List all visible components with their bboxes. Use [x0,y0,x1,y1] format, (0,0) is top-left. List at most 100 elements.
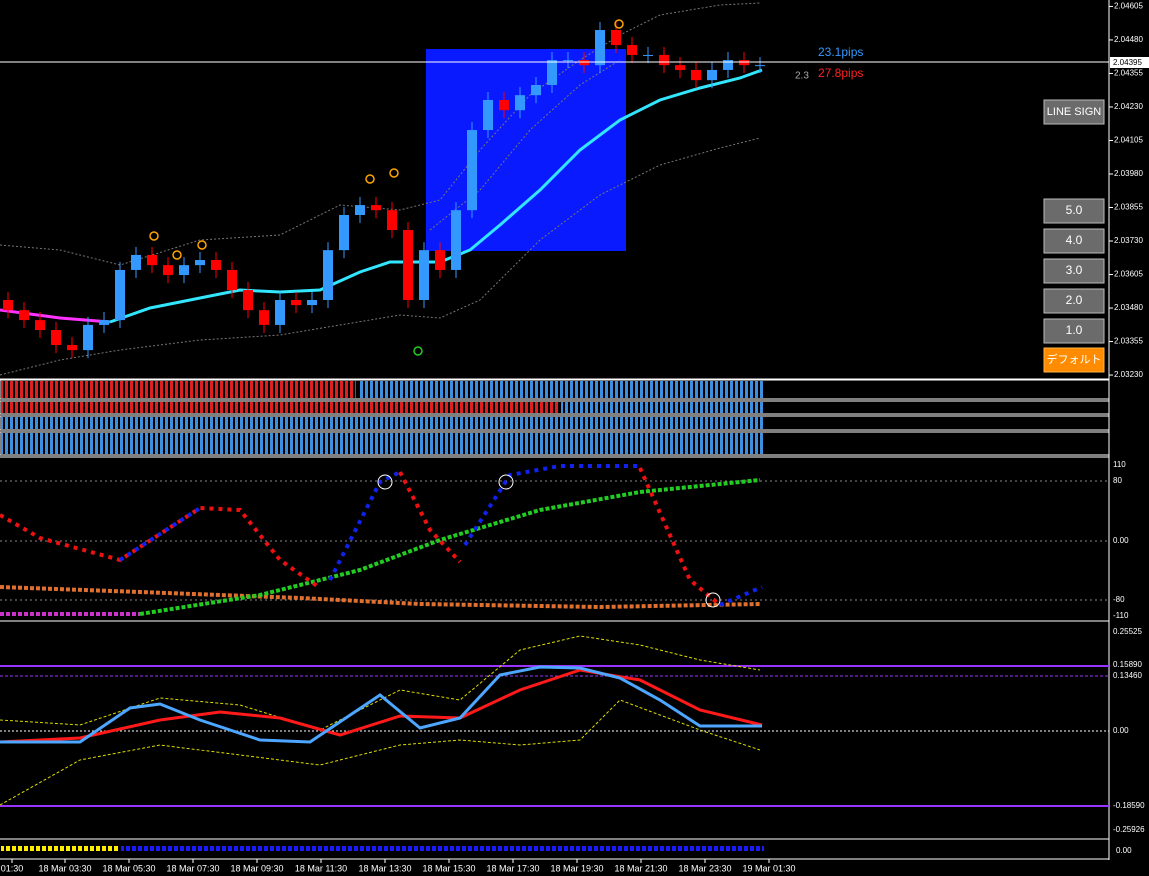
x-tick-label: 18 Mar 09:30 [230,863,283,873]
osc-line [139,478,761,616]
candle-body [691,69,701,81]
x-tick-label: 18 Mar 17:30 [486,863,539,873]
y-tick-label: 2.04105 [1114,136,1143,145]
pips-label: 27.8pips [818,66,863,80]
button-label[interactable]: 2.0 [1066,293,1083,307]
signal-bar [1,381,356,398]
y-tick-label: 2.03980 [1114,169,1143,178]
indicator-axis-label: 0.00 [1113,536,1129,545]
button-label[interactable]: 4.0 [1066,233,1083,247]
candle-body [675,65,685,70]
indicator-axis-label: -80 [1113,595,1125,604]
candle-body [195,260,205,266]
candle-body [611,30,621,46]
signal-bar [1,417,764,429]
y-tick-label: 2.03355 [1114,337,1143,346]
button-label[interactable]: LINE SIGN [1047,106,1101,118]
current-price: 2.04395 [1113,58,1142,67]
x-tick-label: 18 Mar 13:30 [358,863,411,873]
mid-band [429,59,621,231]
button-group: LINE SIGN 5.0 4.0 3.0 2.0 1.0 デフォルト [1043,99,1105,373]
signal-bar [1,433,764,454]
candle-body [387,210,397,231]
candle-body [227,269,237,291]
candle-body [707,69,717,81]
candle-body [35,320,45,331]
state-bar [1,846,119,852]
indicator-axis-label: -0.18590 [1113,801,1145,810]
indicator-axis-label: -0.25926 [1113,825,1145,834]
y-tick-label: 2.03480 [1114,303,1143,312]
y-tick-label: 2.03230 [1114,370,1143,379]
candle-body [739,60,749,66]
osc-marker [705,592,721,608]
level-button[interactable] [1043,198,1105,224]
level-button[interactable] [1043,288,1105,314]
indicator-axis-label: 80 [1113,476,1122,485]
candle-body [547,60,557,85]
band-line [0,635,761,731]
candle-body [243,290,253,311]
candle-body [163,265,173,276]
y-tick-label: 2.03730 [1114,236,1143,245]
indicator-axis-label: 0.15890 [1113,660,1142,669]
level-button[interactable] [1043,318,1105,344]
osc-marker [498,474,514,490]
default-button[interactable] [1043,347,1105,373]
level-button[interactable] [1043,228,1105,254]
indicator-axis-label: 110 [1113,460,1126,469]
candle-body [259,310,269,325]
y-tick-label: 2.04230 [1114,102,1143,111]
candle-body [339,215,349,251]
signal-icon [413,346,423,356]
level-button[interactable] [1043,258,1105,284]
signal-icon [172,250,182,260]
main-line [0,665,762,744]
candle-body [371,205,381,211]
candle-body [499,99,509,111]
candle-body [83,324,93,351]
candle-body [99,320,109,325]
price-tag [1110,57,1149,68]
signal-icon [365,174,375,184]
indicator-axis-label: 0.00 [1116,846,1132,855]
candle-body [467,130,477,211]
signal-line [0,668,763,744]
osc-dots [118,464,763,607]
candle-body [131,254,141,270]
candle-body [323,250,333,300]
candle-body [563,60,573,62]
x-tick-label: 18 Mar 21:30 [614,863,667,873]
candle-body [419,250,429,300]
band-line [0,699,761,806]
panel-frames [0,0,1110,860]
osc-dots [0,467,722,607]
signal-bar [1,402,559,413]
pips-label: 2.3 [795,71,809,82]
osc-line [0,585,761,610]
button-label[interactable]: 3.0 [1066,263,1083,277]
signal-icon [614,19,624,29]
x-tick-label: 18 Mar 03:30 [38,863,91,873]
candle-body [579,60,589,66]
candle-body [723,60,733,70]
signal-icon [389,168,399,178]
y-tick-label: 2.04480 [1114,35,1143,44]
button-label[interactable]: 5.0 [1066,203,1083,217]
signal-icon [197,240,207,250]
button-label[interactable]: デフォルト [1047,352,1102,366]
indicator-axis-label: -110 [1113,611,1129,620]
candle-body [435,250,445,270]
candle-body [755,65,765,67]
state-bar [121,846,764,852]
candle-body [67,345,77,351]
y-tick-label: 2.04605 [1114,2,1143,11]
candle-body [307,299,317,306]
candle-body [483,99,493,131]
button-label[interactable]: 1.0 [1066,323,1083,337]
line-sign-button[interactable] [1043,99,1105,125]
x-tick-label: 18 Mar 19:30 [550,863,603,873]
x-tick-label: 18 Mar 07:30 [166,863,219,873]
x-tick-label: 18 Mar 15:30 [422,863,475,873]
